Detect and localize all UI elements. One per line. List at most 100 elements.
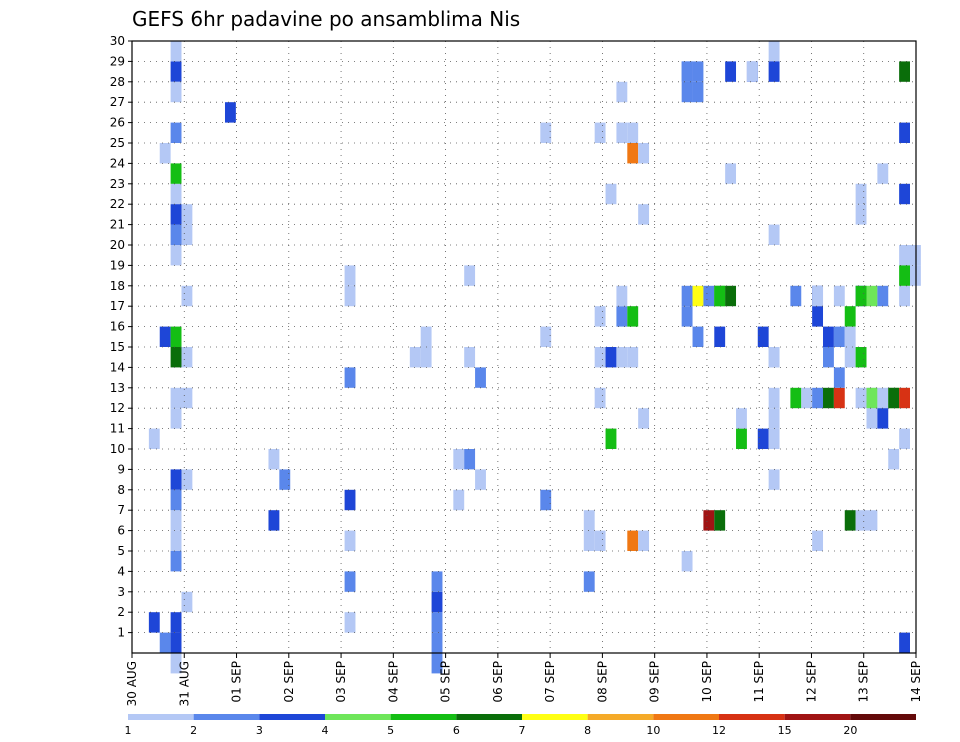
y-tick-label: 13 bbox=[110, 381, 125, 395]
heatmap-cell bbox=[823, 387, 834, 409]
heatmap-cell bbox=[768, 41, 780, 62]
y-tick-label: 3 bbox=[117, 585, 125, 599]
heatmap-cell bbox=[812, 306, 824, 327]
heatmap-cell bbox=[170, 510, 182, 531]
heatmap-cell bbox=[344, 612, 356, 633]
y-tick-label: 27 bbox=[110, 95, 125, 109]
heatmap-cell bbox=[899, 428, 910, 449]
x-tick-label: 04 SEP bbox=[386, 661, 400, 703]
y-tick-label: 18 bbox=[110, 279, 125, 293]
heatmap-cell bbox=[681, 306, 693, 327]
heatmap-cell bbox=[464, 347, 476, 368]
heatmap-cell bbox=[736, 428, 747, 449]
colorbar-label: 8 bbox=[584, 724, 591, 737]
heatmap-cell bbox=[866, 285, 878, 307]
colorbar-label: 6 bbox=[453, 724, 460, 737]
heatmap-cell bbox=[431, 591, 443, 613]
y-tick-label: 26 bbox=[110, 116, 125, 130]
heatmap-cell bbox=[703, 510, 715, 531]
x-tick-label: 10 SEP bbox=[700, 661, 714, 703]
heatmap-cell bbox=[823, 326, 834, 347]
heatmap-cell bbox=[170, 489, 182, 511]
x-tick-label: 05 SEP bbox=[439, 661, 453, 703]
heatmap-cell bbox=[344, 571, 356, 592]
heatmap-cell bbox=[616, 81, 628, 103]
heatmap-cell bbox=[888, 449, 900, 470]
heatmap-cell bbox=[714, 285, 726, 307]
heatmap-cell bbox=[224, 102, 236, 123]
heatmap-cell bbox=[768, 387, 780, 409]
heatmap-cell bbox=[540, 122, 552, 143]
heatmap-cells bbox=[148, 41, 921, 674]
heatmap-cell bbox=[725, 163, 737, 184]
heatmap-cell bbox=[594, 122, 606, 143]
y-tick-label: 2 bbox=[117, 605, 125, 619]
colorbar-swatch bbox=[522, 714, 588, 720]
heatmap-cell bbox=[899, 285, 910, 307]
heatmap-cell bbox=[616, 285, 628, 307]
heatmap-cell bbox=[681, 285, 693, 307]
heatmap-cell bbox=[344, 530, 356, 551]
heatmap-cell bbox=[714, 510, 726, 531]
heatmap-cell bbox=[899, 61, 910, 82]
heatmap-cell bbox=[877, 163, 889, 184]
heatmap-cell bbox=[855, 285, 867, 307]
heatmap-cell bbox=[899, 387, 910, 409]
heatmap-cell bbox=[757, 428, 769, 449]
heatmap-cell bbox=[833, 367, 845, 388]
heatmap-cell bbox=[181, 204, 193, 225]
x-tick-label: 31 AUG bbox=[177, 661, 191, 706]
heatmap-cell bbox=[877, 285, 889, 307]
heatmap-cell bbox=[627, 143, 639, 164]
colorbar-label: 2 bbox=[190, 724, 197, 737]
heatmap-cell bbox=[616, 347, 628, 368]
y-tick-label: 1 bbox=[117, 626, 125, 640]
heatmap-cell bbox=[681, 81, 693, 103]
heatmap-cell bbox=[692, 326, 704, 347]
heatmap-cell bbox=[170, 122, 182, 143]
heatmap-cell bbox=[768, 408, 780, 429]
heatmap-cell bbox=[170, 61, 182, 82]
heatmap-cell bbox=[170, 326, 182, 347]
y-tick-label: 8 bbox=[117, 483, 125, 497]
y-tick-label: 29 bbox=[110, 54, 125, 68]
heatmap-cell bbox=[899, 632, 910, 653]
heatmap-cell bbox=[594, 347, 606, 368]
heatmap-cell bbox=[148, 428, 160, 449]
x-tick-label: 11 SEP bbox=[752, 661, 766, 703]
heatmap-cell bbox=[583, 510, 595, 531]
y-tick-label: 24 bbox=[110, 156, 125, 170]
heatmap-cell bbox=[268, 510, 280, 531]
heatmap-cell bbox=[431, 571, 443, 592]
heatmap-cell bbox=[344, 367, 356, 388]
heatmap-cell bbox=[768, 428, 780, 449]
heatmap-cell bbox=[692, 285, 704, 307]
x-tick-label: 12 SEP bbox=[804, 661, 818, 703]
heatmap-cell bbox=[431, 632, 443, 653]
heatmap-cell bbox=[790, 387, 802, 409]
y-tick-label: 4 bbox=[117, 564, 125, 578]
y-tick-label: 10 bbox=[110, 442, 125, 456]
colorbar-swatch bbox=[587, 714, 654, 720]
heatmap-cell bbox=[866, 408, 878, 429]
heatmap-cell bbox=[801, 387, 813, 409]
heatmap-cell bbox=[757, 326, 769, 347]
heatmap-cell bbox=[475, 367, 486, 388]
colorbar-label: 5 bbox=[387, 724, 394, 737]
heatmap-cell bbox=[594, 530, 606, 551]
y-tick-label: 19 bbox=[110, 258, 125, 272]
y-tick-label: 11 bbox=[110, 422, 125, 436]
colorbar-label: 15 bbox=[778, 724, 792, 737]
heatmap-cell bbox=[899, 265, 910, 286]
heatmap-cell bbox=[877, 387, 889, 409]
colorbar-swatch bbox=[325, 714, 391, 720]
heatmap-cell bbox=[812, 387, 824, 409]
heatmap-cell bbox=[844, 326, 856, 347]
heatmap-cell bbox=[170, 387, 182, 409]
heatmap-cell bbox=[790, 285, 802, 307]
heatmap-cell bbox=[583, 530, 595, 551]
heatmap-cell bbox=[616, 306, 628, 327]
heatmap-cell bbox=[899, 245, 910, 266]
heatmap-cell bbox=[877, 408, 889, 429]
